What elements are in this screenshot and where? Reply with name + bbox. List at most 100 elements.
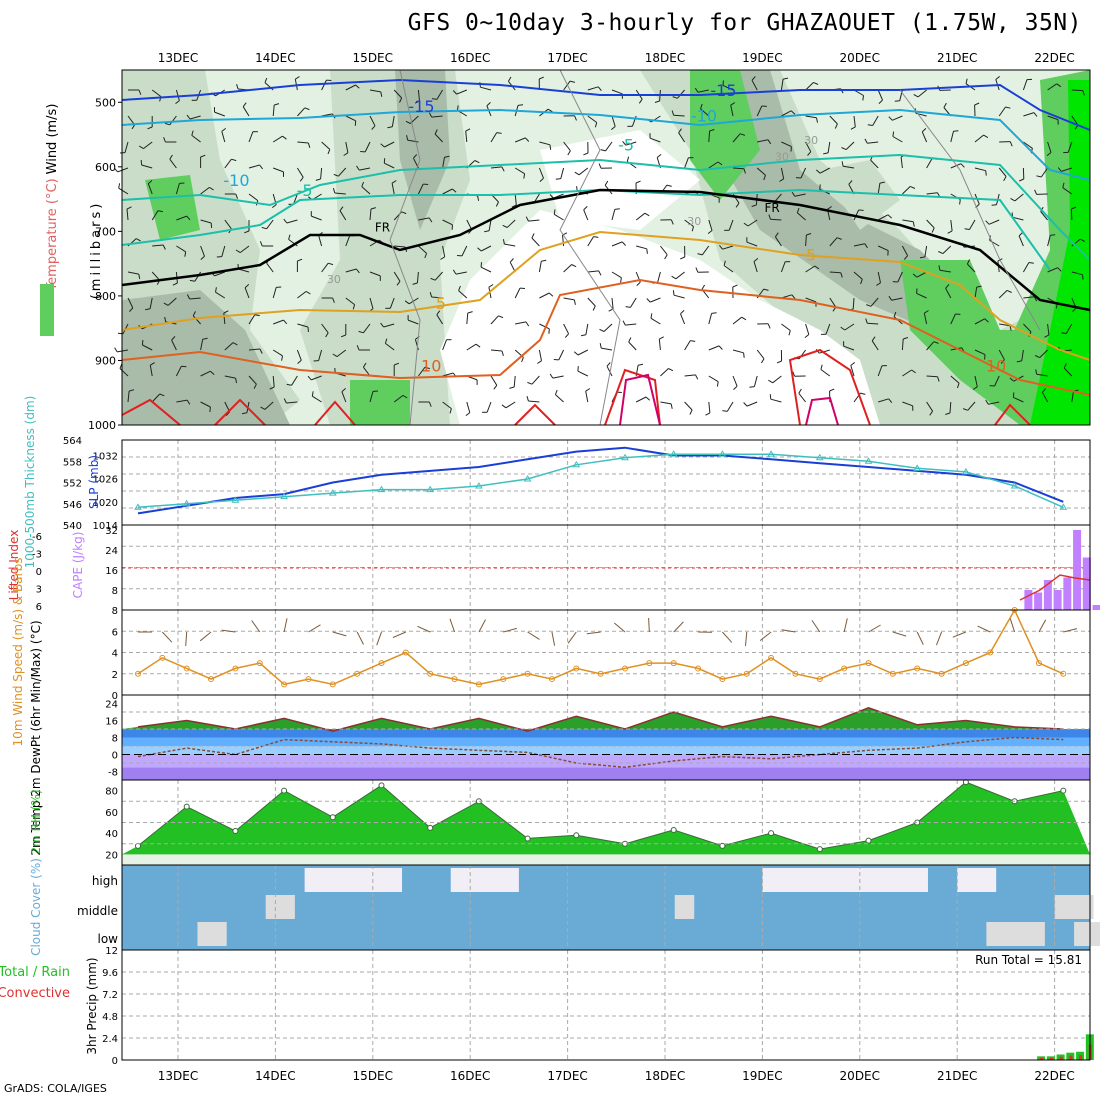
isotherm-label: 5	[436, 294, 446, 313]
wind-barb	[224, 342, 234, 351]
wind-barb	[214, 111, 225, 117]
wind-barb-flag	[984, 318, 989, 323]
thickness-point	[134, 503, 142, 510]
rh-point	[427, 824, 434, 831]
wind-barb	[926, 375, 938, 378]
wind-barb-flag	[283, 218, 288, 224]
wind-speed-point	[475, 681, 482, 688]
cloud-gap	[762, 868, 928, 892]
wind-barb-flag	[723, 260, 726, 266]
thickness-point	[280, 492, 288, 500]
wind-barb	[583, 209, 589, 221]
wind-barb-flag	[760, 358, 765, 364]
wind-barb-flag	[341, 388, 346, 393]
wind-barb	[950, 375, 960, 384]
wind-barb-flag	[1057, 267, 1062, 272]
isotherm-label: -15	[710, 81, 736, 100]
wind-barb-flag	[903, 337, 909, 340]
wind-barb-flag	[1000, 359, 1005, 364]
wind-barb-flag	[424, 366, 430, 370]
wind-barb-flag	[841, 147, 847, 151]
wind-barb-flag	[583, 152, 589, 156]
wind-barb-flag	[325, 332, 329, 338]
wind-barb-flag	[1046, 152, 1052, 156]
wind-barb-flag	[547, 108, 553, 113]
rh-point	[816, 846, 823, 853]
wind-barb	[345, 115, 356, 122]
wind-barb	[926, 341, 935, 351]
wind-barb	[149, 365, 153, 377]
rh-line	[137, 781, 1064, 850]
slp-tick-label: 1032	[93, 451, 118, 462]
wind-barb	[753, 261, 758, 273]
wind-barb	[555, 394, 564, 403]
wind-barb-flag	[271, 204, 277, 208]
wind-barb-flag	[1028, 262, 1034, 264]
wind-barb	[843, 165, 855, 169]
wind-barb	[369, 297, 374, 309]
x-tick-label-bottom: 16DEC	[450, 1069, 490, 1083]
wind-barb-flag	[848, 180, 853, 185]
wind-barb	[877, 245, 889, 252]
rh-contour	[899, 89, 1041, 331]
wind-barb	[1065, 323, 1073, 334]
isotherm-line	[121, 153, 1091, 261]
wind-barb	[466, 343, 477, 351]
wind-barb-flag	[186, 294, 191, 300]
wind-barb-flag	[671, 275, 677, 280]
wind-barb-flag	[888, 295, 893, 301]
wind-barb-flag	[600, 149, 606, 152]
wind-barb	[442, 339, 447, 351]
wind-barb	[730, 105, 734, 117]
wind-barb	[1047, 267, 1058, 273]
wind-barb	[1062, 187, 1073, 195]
cloud-panel: high middle low Cloud Cover (%)	[29, 858, 1100, 956]
wind-barb-flag	[129, 307, 134, 312]
wind-barb-flag	[531, 233, 535, 239]
wind-barb-flag	[798, 388, 802, 394]
wind-barb	[149, 297, 153, 309]
wind-barb-flag	[860, 279, 863, 285]
wind-barb	[200, 245, 205, 257]
thickness-point	[231, 496, 240, 503]
wind-barb-flag	[428, 112, 433, 118]
wind-barb	[338, 167, 347, 177]
li-line	[1019, 574, 1091, 601]
wind-barb	[585, 391, 589, 403]
temp-tick-label: 16	[105, 717, 118, 728]
wind-barb-flag	[404, 300, 410, 305]
wind-barb-flag	[283, 319, 288, 325]
wind-barb	[805, 265, 816, 273]
y-axis-label: CAPE (J/kg)	[71, 532, 85, 599]
wind-barb-flag	[1010, 197, 1016, 202]
wind-barb	[945, 288, 952, 299]
wind-barb-flag	[646, 298, 651, 303]
precip-tick-label: 2.4	[102, 1034, 118, 1045]
wind-barb-flag	[458, 285, 461, 291]
wind-barb	[442, 245, 446, 257]
wind-barb	[625, 141, 637, 146]
wind-barb	[152, 244, 164, 247]
wind-barb	[242, 106, 250, 117]
wind-barb	[436, 89, 444, 100]
wind-speed-point	[256, 660, 263, 667]
wind-barb-flag	[549, 144, 552, 150]
thickness-point	[718, 450, 727, 457]
wind-barb-flag	[1072, 307, 1077, 312]
wind-barb-flag	[622, 140, 627, 146]
wind-barb	[528, 400, 540, 403]
wind-barb	[587, 270, 599, 273]
precip-conv-bar	[1059, 1056, 1063, 1060]
wind-barb-flag	[574, 171, 580, 176]
wind-barb-flag	[860, 392, 866, 395]
x-tick-label-top: 14DEC	[255, 51, 295, 65]
wind-barb	[434, 133, 443, 143]
wind-barb	[1061, 167, 1072, 172]
wind-barb	[936, 631, 943, 646]
wind-barb	[708, 313, 713, 325]
wind-barb-flag	[191, 130, 194, 136]
precip-panel: 0 2.4 4.8 7.2 9.6 12 Run Total = 15.81 3hr Prec…	[0, 946, 1094, 1067]
y-tick-label: 1000	[88, 419, 116, 432]
wind-barb	[539, 292, 550, 299]
y-tick-label: 700	[95, 225, 116, 238]
